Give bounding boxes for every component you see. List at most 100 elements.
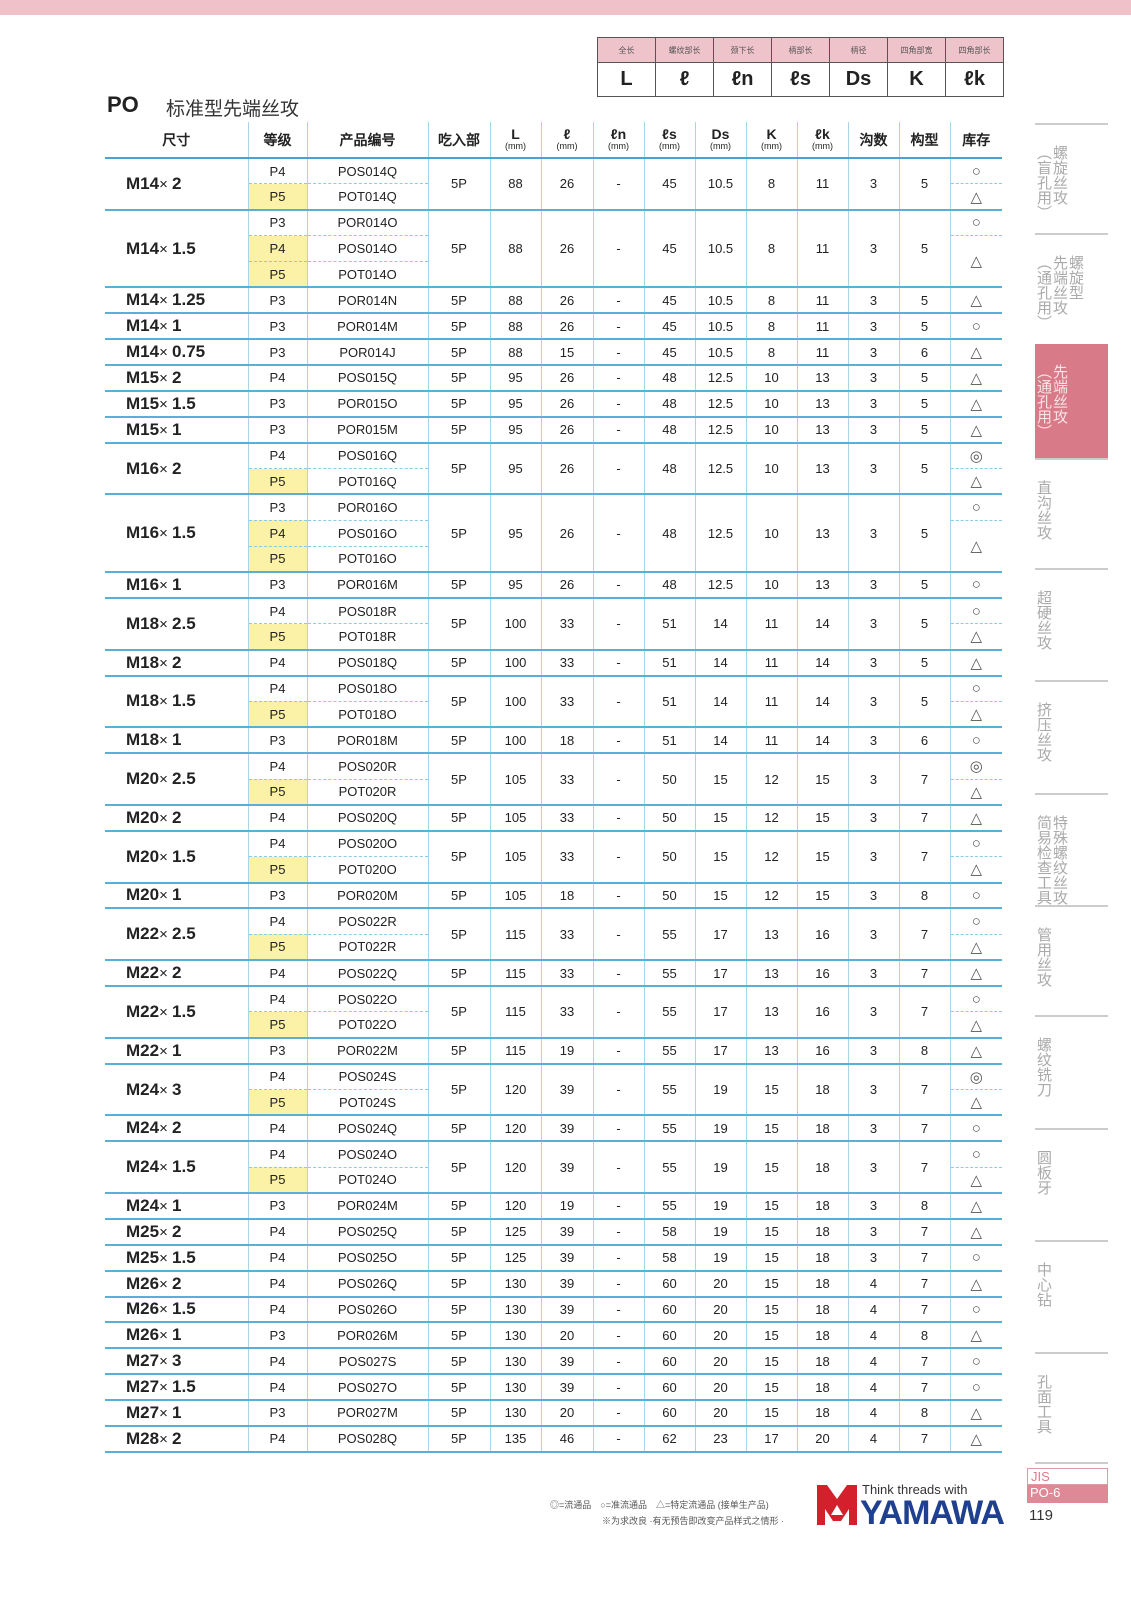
L-cell: 105 bbox=[489, 752, 541, 805]
product-code-cell: POS022Q bbox=[306, 959, 428, 986]
chamfer-cell: 5P bbox=[427, 1243, 490, 1271]
shank-dia-cell: 19 bbox=[694, 1243, 746, 1271]
table-row: M14× 1 P3 POR014M 5P 88 26-45 10.5 8 11 3 5 ○ bbox=[105, 312, 1002, 340]
L-cell: 88 bbox=[489, 286, 541, 314]
size-diameter: M22 bbox=[126, 1001, 160, 1021]
chamfer-cell: 5P bbox=[427, 648, 490, 676]
stock-cell: ○ bbox=[949, 1347, 1002, 1375]
thread-length-cell: 26 bbox=[540, 286, 593, 314]
type-cell: 7 bbox=[898, 1295, 950, 1323]
sidebar-item-8[interactable]: 螺纹铣刀 bbox=[1035, 1015, 1108, 1128]
shank-length-cell: 45 bbox=[643, 157, 695, 210]
sidebar-item-9[interactable]: 圆板牙 bbox=[1035, 1128, 1108, 1240]
sidebar-item-3[interactable]: 直沟丝攻 bbox=[1035, 458, 1108, 568]
sidebar-label-line: 特殊螺纹丝攻 bbox=[1051, 815, 1068, 905]
sidebar-item-7[interactable]: 管用丝攻 bbox=[1035, 905, 1108, 1015]
neck-length-cell: - bbox=[592, 1373, 644, 1400]
product-code-cell: POS024Q bbox=[306, 1114, 428, 1142]
flutes-cell: 3 bbox=[847, 571, 899, 598]
square-width-cell: 10 bbox=[745, 364, 797, 391]
sidebar-item-1[interactable]: 螺旋型 先端丝攻 （通孔用） bbox=[1035, 233, 1108, 344]
L-cell: 100 bbox=[489, 726, 541, 754]
shank-dia-cell: 20 bbox=[694, 1295, 746, 1323]
thread-length-cell: 26 bbox=[540, 364, 593, 391]
table-row: M18× 2.5 P4 POS018R 5P 100 33-51 14 11 14 3 5 ○ bbox=[105, 596, 1002, 650]
size-diameter: M22 bbox=[126, 924, 160, 944]
square-width-cell: 11 bbox=[745, 648, 797, 676]
L-cell: 130 bbox=[489, 1347, 541, 1375]
stock-cell: △ bbox=[949, 700, 1002, 728]
yamawa-logo: Think threads with YAMAWA bbox=[815, 1482, 1005, 1532]
square-length-cell: 16 bbox=[796, 959, 848, 986]
sidebar-divider bbox=[1035, 1462, 1108, 1464]
sidebar-item-0[interactable]: 螺旋丝攻 （盲孔用） bbox=[1035, 123, 1108, 233]
shank-length-cell: 55 bbox=[643, 1036, 695, 1064]
shank-length-cell: 60 bbox=[643, 1269, 695, 1297]
times-sign: × bbox=[159, 292, 173, 310]
size-cell: M14× 0.75 bbox=[105, 338, 248, 365]
size-cell: M28× 2 bbox=[105, 1424, 248, 1453]
shank-length-cell: 55 bbox=[643, 1140, 695, 1193]
product-code-cell: POR026M bbox=[306, 1321, 428, 1349]
neck-length-cell: - bbox=[592, 493, 644, 572]
grade-cell: P3 bbox=[247, 1321, 307, 1349]
grade-cell: P3 bbox=[247, 571, 307, 598]
sidebar-label: 中心钻 bbox=[1035, 1242, 1052, 1352]
column-label: 产品编号 bbox=[339, 131, 396, 148]
standard-label: JIS bbox=[1027, 1468, 1108, 1485]
sidebar-item-5[interactable]: 挤压丝攻 bbox=[1035, 680, 1108, 793]
product-code-cell: POR022M bbox=[306, 1036, 428, 1064]
flutes-cell: 4 bbox=[847, 1295, 899, 1323]
square-width-cell: 8 bbox=[745, 157, 797, 210]
thread-length-cell: 33 bbox=[540, 985, 593, 1038]
stock-cell: ○ bbox=[949, 312, 1002, 340]
square-width-cell: 10 bbox=[745, 571, 797, 598]
legend-name: 柄部长 bbox=[771, 37, 830, 63]
sidebar-item-10[interactable]: 中心钻 bbox=[1035, 1240, 1108, 1352]
shank-dia-cell: 10.5 bbox=[694, 157, 746, 210]
sidebar-item-4[interactable]: 超硬丝攻 bbox=[1035, 568, 1108, 680]
size-pitch: 1.5 bbox=[172, 846, 196, 866]
flutes-cell: 3 bbox=[847, 389, 899, 417]
neck-length-cell: - bbox=[592, 1347, 644, 1375]
grade-cell: P4 bbox=[247, 1114, 307, 1142]
product-code-cell: POT020R bbox=[306, 778, 428, 805]
size-pitch: 2 bbox=[172, 367, 182, 387]
stock-cell: △ bbox=[949, 648, 1002, 676]
size-pitch: 2.5 bbox=[172, 924, 196, 944]
size-cell: M25× 2 bbox=[105, 1217, 248, 1245]
sidebar-item-6[interactable]: 特殊螺纹丝攻 简易检查工具 bbox=[1035, 793, 1108, 905]
size-cell: M20× 1.5 bbox=[105, 829, 248, 883]
square-width-cell: 12 bbox=[745, 803, 797, 831]
neck-length-cell: - bbox=[592, 415, 644, 443]
table-row: M15× 2 P4 POS015Q 5P 95 26-48 12.5 10 13 3 5 △ bbox=[105, 364, 1002, 391]
table-row: M24× 3 P4 POS024S 5P 120 39-55 19 15 18 3 7 ◎ bbox=[105, 1062, 1002, 1116]
stock-cell: ○ bbox=[949, 1295, 1002, 1323]
shank-length-cell: 60 bbox=[643, 1347, 695, 1375]
chamfer-cell: 5P bbox=[427, 1269, 490, 1297]
flutes-cell: 3 bbox=[847, 881, 899, 909]
L-cell: 130 bbox=[489, 1321, 541, 1349]
neck-length-cell: - bbox=[592, 881, 644, 909]
table-row: M27× 1.5 P4 POS027O 5P 130 39-60 20 15 18 4 7 ○ bbox=[105, 1373, 1002, 1400]
square-length-cell: 16 bbox=[796, 985, 848, 1038]
table-row: P5 POT014O bbox=[105, 261, 1002, 288]
table-row: M24× 2 P4 POS024Q 5P 120 39-55 19 15 18 3 7 ○ bbox=[105, 1114, 1002, 1142]
chamfer-cell: 5P bbox=[427, 312, 490, 340]
flutes-cell: 3 bbox=[847, 1217, 899, 1245]
neck-length-cell: - bbox=[592, 338, 644, 365]
sidebar-label-line: 挤压丝攻 bbox=[1035, 702, 1052, 762]
thread-length-cell: 18 bbox=[540, 881, 593, 909]
size-pitch: 2.5 bbox=[172, 613, 196, 633]
type-cell: 8 bbox=[898, 1399, 950, 1426]
size-cell: M14× 1.5 bbox=[105, 208, 248, 288]
neck-length-cell: - bbox=[592, 571, 644, 598]
sidebar-item-11[interactable]: 孔面工具 bbox=[1035, 1352, 1108, 1462]
square-length-cell: 11 bbox=[796, 312, 848, 340]
legend-symbol: K bbox=[887, 62, 946, 97]
flutes-cell: 4 bbox=[847, 1424, 899, 1453]
sidebar-item-2[interactable]: 先端丝攻 （通孔用） bbox=[1035, 344, 1108, 458]
type-cell: 7 bbox=[898, 1424, 950, 1453]
square-length-cell: 11 bbox=[796, 286, 848, 314]
page-number: 119 bbox=[1029, 1507, 1053, 1524]
